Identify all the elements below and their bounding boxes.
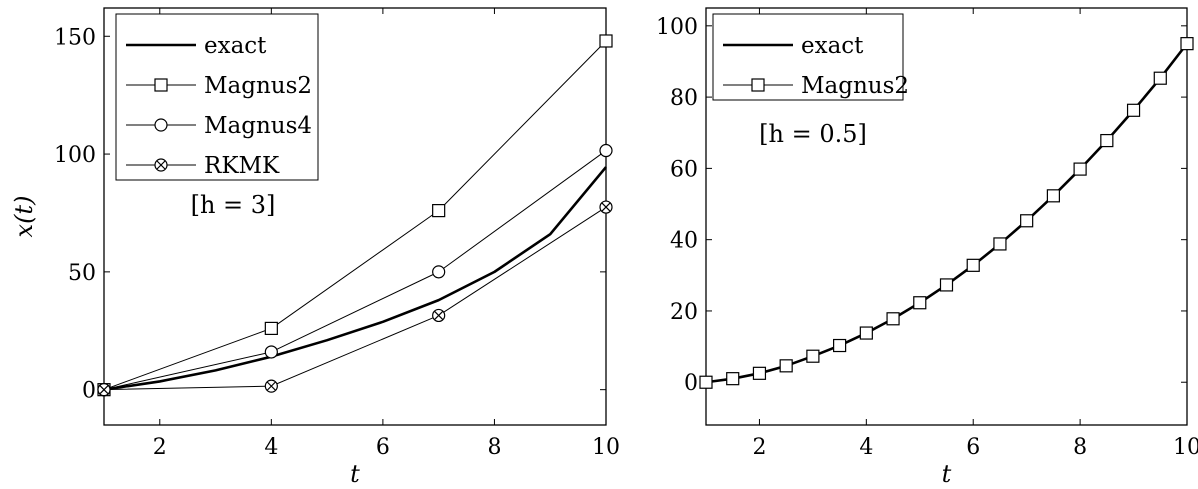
right-point-magnus2	[1100, 133, 1114, 148]
right-point-magnus2	[699, 375, 713, 389]
right-xtick-label: 6	[966, 435, 980, 460]
left-legend: exact Magnus2 Magnus4 RKMK	[115, 13, 319, 181]
right-point-magnus2	[806, 349, 820, 363]
left-legend-marker	[154, 158, 168, 172]
left-point-magnus2	[599, 34, 613, 48]
right-ytick-label: 40	[670, 229, 698, 254]
right-point-magnus2	[886, 312, 900, 326]
left-point-rkmk	[264, 379, 278, 393]
left-axis-frame	[103, 7, 607, 426]
left-point-magnus2	[264, 321, 278, 336]
right-xtick-label: 4	[859, 435, 873, 460]
left-yaxis-label: x(t)	[10, 196, 38, 238]
left-legend-label: Magnus2	[204, 73, 312, 99]
left-legend-marker	[154, 78, 168, 92]
left-xaxis-label: t	[350, 460, 360, 488]
right-xtick-label: 10	[1173, 435, 1198, 460]
right-axis-frame	[705, 7, 1188, 426]
right-point-magnus2	[779, 359, 793, 373]
left-point-rkmk	[97, 383, 111, 397]
right-point-magnus2	[993, 237, 1007, 251]
right-legend-box	[712, 13, 904, 101]
left-point-magnus2	[432, 204, 446, 218]
left-point-magnus4	[432, 265, 446, 279]
right-point-magnus2	[859, 326, 873, 340]
right-annotation: [h = 0.5]	[759, 120, 867, 148]
left-ytick-label: 50	[68, 261, 96, 286]
left-legend-marker	[154, 118, 168, 132]
right-point-magnus2	[1126, 103, 1141, 117]
right-ytick-label: 80	[670, 86, 698, 111]
left-xtick-label: 4	[264, 435, 278, 460]
left-xtick-label: 6	[376, 435, 390, 460]
right-legend-marker	[751, 78, 765, 92]
right-xaxis-label: t	[942, 460, 952, 488]
left-legend-label: Magnus4	[204, 113, 312, 139]
left-ytick-label: 100	[54, 143, 96, 168]
right-point-magnus2	[833, 338, 847, 353]
left-series-magnus2-line	[103, 40, 607, 391]
left-xtick-label: 10	[592, 435, 620, 460]
right-point-magnus2	[1153, 71, 1167, 85]
right-ytick-label: 60	[670, 157, 698, 182]
right-point-magnus2	[1046, 189, 1060, 203]
right-point-magnus2	[1180, 37, 1194, 51]
right-legend: exact Magnus2	[712, 13, 909, 101]
left-point-rkmk	[432, 308, 446, 323]
right-ytick-label: 100	[656, 15, 698, 40]
right-xtick-label: 8	[1073, 435, 1087, 460]
left-annotation: [h = 3]	[191, 191, 276, 219]
right-point-magnus2	[939, 278, 954, 292]
left-legend-box	[115, 13, 319, 181]
left-series-exact-line	[103, 166, 607, 391]
right-ytick-label: 20	[670, 300, 698, 325]
right-point-magnus2	[726, 372, 740, 386]
right-point-magnus2	[966, 258, 980, 272]
right-point-magnus2	[752, 366, 767, 380]
left-xtick-label: 8	[487, 435, 501, 460]
right-point-magnus2	[1073, 162, 1087, 176]
right-legend-label: exact	[801, 33, 864, 59]
left-point-magnus4	[264, 345, 278, 359]
right-legend-label: Magnus2	[801, 73, 909, 99]
left-series-magnus4-line	[103, 150, 607, 391]
left-point-magnus4	[599, 143, 613, 158]
left-ytick-label: 150	[54, 25, 96, 50]
right-ytick-label: 0	[684, 371, 698, 396]
left-series-rkmk-line	[103, 206, 607, 391]
left-ytick-label: 0	[82, 379, 96, 404]
left-point-rkmk	[599, 200, 613, 214]
left-xtick-label: 2	[153, 435, 167, 460]
right-xtick-label: 2	[752, 435, 766, 460]
right-point-magnus2	[913, 296, 927, 310]
left-legend-label: RKMK	[204, 153, 280, 179]
right-point-magnus2	[1020, 214, 1034, 228]
left-legend-label: exact	[204, 33, 267, 59]
